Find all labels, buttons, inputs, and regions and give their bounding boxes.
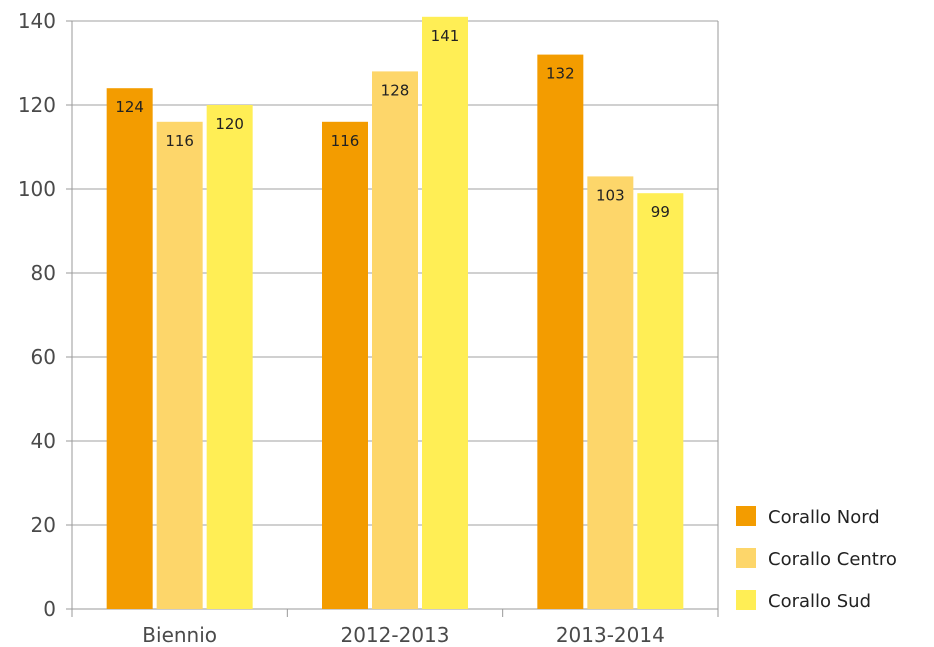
x-axis-categories: Biennio 2012-2013 2013-2014 [142, 623, 665, 647]
bar [422, 16, 468, 610]
legend-label: Corallo Nord [768, 507, 880, 528]
bar-value-label: 141 [431, 27, 460, 45]
y-tick-label: 40 [31, 429, 56, 453]
legend-swatch [736, 590, 756, 610]
y-axis-ticks: 0 20 40 60 80 100 120 140 [18, 9, 72, 621]
bars: 124 116 120 116 128 141 132 103 99 [106, 16, 684, 610]
bar [206, 105, 253, 609]
y-tick-label: 0 [43, 597, 56, 621]
bar [106, 88, 153, 609]
bar-value-label: 120 [215, 115, 244, 133]
legend-swatch [736, 506, 756, 526]
legend: Corallo Nord Corallo Centro Corallo Sud [736, 506, 897, 612]
x-category-label: Biennio [142, 623, 217, 647]
bar [156, 121, 203, 610]
bar [322, 121, 368, 610]
bar [637, 193, 684, 609]
x-category-label: 2013-2014 [556, 623, 665, 647]
bar [372, 71, 418, 609]
bar-value-label: 103 [596, 186, 625, 204]
bar-value-label: 116 [331, 132, 360, 150]
bar-value-label: 124 [115, 98, 144, 116]
legend-swatch [736, 548, 756, 568]
x-category-label: 2012-2013 [340, 623, 449, 647]
bar-value-label: 99 [651, 203, 670, 221]
bar-value-label: 132 [546, 65, 575, 83]
y-tick-label: 80 [31, 261, 56, 285]
y-tick-label: 120 [18, 93, 56, 117]
y-tick-label: 100 [18, 177, 56, 201]
bar-value-label: 128 [381, 81, 410, 99]
legend-label: Corallo Centro [768, 549, 897, 570]
legend-label: Corallo Sud [768, 591, 871, 612]
y-tick-label: 60 [31, 345, 56, 369]
bar-value-label: 116 [165, 132, 194, 150]
bar [587, 176, 634, 609]
y-tick-label: 140 [18, 9, 56, 33]
y-tick-label: 20 [31, 513, 56, 537]
bar [537, 54, 584, 610]
